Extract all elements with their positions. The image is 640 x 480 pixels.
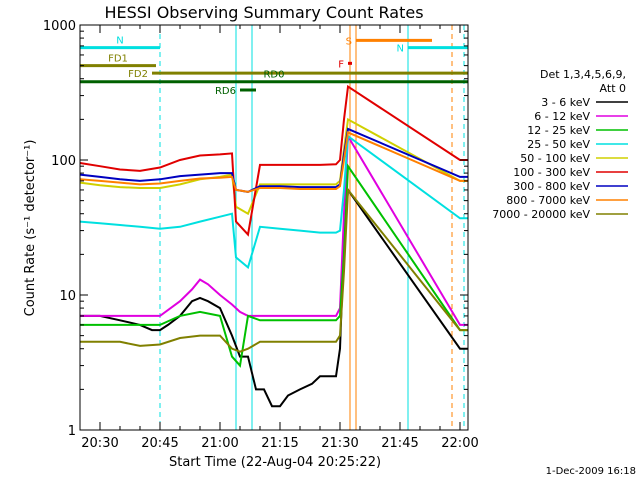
x-tick-label: 21:15 [261, 436, 298, 451]
series-line [79, 134, 468, 270]
legend-label: 25 - 50 keV [527, 138, 590, 151]
mode-bar-label: N [397, 44, 404, 55]
series-lines [79, 84, 468, 408]
series-line [80, 187, 468, 353]
mode-bar-label: S [346, 36, 352, 47]
x-tick-label: 21:45 [381, 436, 418, 451]
legend-label: 50 - 100 keV [520, 152, 590, 165]
y-axis-label: Count Rate (s⁻¹ detector⁻¹) [23, 140, 38, 317]
y-tick-label: 1 [68, 424, 76, 439]
mode-bar-label: F [338, 59, 344, 70]
legend-label: 12 - 25 keV [527, 124, 590, 137]
series-line [80, 163, 468, 368]
x-tick-label: 21:30 [321, 436, 358, 451]
x-tick-label: 22:00 [441, 436, 478, 451]
legend-label: 6 - 12 keV [534, 110, 590, 123]
mode-bar-label: FD2 [128, 69, 148, 80]
series-line [79, 84, 468, 237]
mode-bar-label: RD6 [215, 86, 236, 97]
legend-label: 100 - 300 keV [513, 166, 590, 179]
series-line [80, 187, 468, 408]
axes: 1 10 100 1000 20:30 20:45 21:00 21:15 21:30 21:45… [43, 19, 479, 451]
legend-label: 800 - 7000 keV [506, 194, 590, 207]
x-tick-label: 20:30 [81, 436, 118, 451]
legend-title: Att 0 [600, 82, 626, 95]
footer-date: 1-Dec-2009 16:18 [546, 466, 636, 477]
x-tick-label: 21:00 [201, 436, 238, 451]
y-tick-label: 100 [51, 154, 76, 169]
y-tick-label: 1000 [43, 19, 76, 34]
y-tick-label: 10 [59, 289, 76, 304]
chart-title: HESSI Observing Summary Count Rates [104, 3, 423, 22]
legend-label: 3 - 6 keV [541, 96, 590, 109]
legend-title: Det 1,3,4,5,6,9, [540, 68, 626, 81]
legend-label: 300 - 800 keV [513, 180, 590, 193]
legend-label: 7000 - 20000 keV [492, 208, 590, 221]
plot-frame [79, 24, 469, 431]
series-line [80, 132, 468, 326]
x-axis-label: Start Time (22-Aug-04 20:25:22) [169, 455, 381, 470]
mode-bar-label: FD1 [108, 54, 128, 65]
series-line [79, 130, 468, 193]
x-tick-label: 20:45 [141, 436, 178, 451]
series-line [79, 117, 468, 216]
mode-bar-label: RD0 [263, 70, 284, 81]
mode-bar-label: N [116, 36, 123, 47]
